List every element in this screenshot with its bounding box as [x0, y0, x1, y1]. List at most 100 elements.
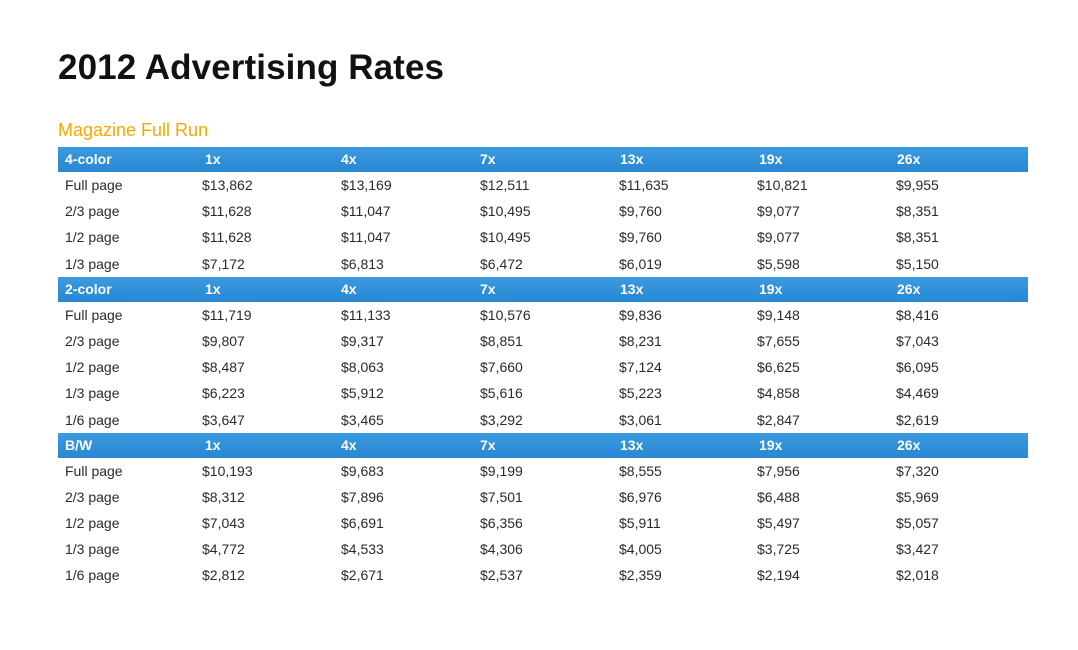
rate-cell: $7,320: [896, 462, 939, 479]
ad-size-label: Full page: [65, 177, 123, 193]
rate-cell: $7,172: [202, 255, 245, 272]
frequency-header: 26x: [897, 151, 921, 167]
rate-cell: $6,691: [341, 515, 384, 532]
rate-cell: $8,312: [202, 488, 245, 505]
rate-cell: $11,628: [202, 229, 252, 246]
rate-cell: $9,317: [341, 332, 384, 349]
ad-size-label: 1/3 page: [65, 385, 120, 402]
color-type-label: B/W: [65, 436, 93, 453]
rate-cell: $2,018: [896, 567, 939, 584]
rate-cell: $8,231: [619, 332, 662, 349]
rate-cell: $2,537: [480, 567, 523, 584]
rate-cell: $11,635: [619, 177, 669, 193]
rate-cell: $2,359: [619, 567, 662, 584]
ad-size-label: 2/3 page: [65, 332, 120, 349]
table-row: 1/2 page $8,487 $8,063 $7,660 $7,124 $6,625 $6…: [58, 354, 1028, 380]
ad-size-label: 1/2 page: [65, 359, 120, 376]
table-row: Full page $11,719 $11,133 $10,576 $9,836 $9,1…: [58, 302, 1028, 328]
rate-cell: $7,043: [896, 332, 939, 349]
color-type-label: 4-color: [65, 151, 112, 167]
rate-cell: $7,501: [480, 488, 523, 505]
rate-cell: $9,683: [341, 462, 384, 479]
frequency-header: 4x: [341, 436, 357, 453]
frequency-header: 4x: [341, 151, 357, 167]
rate-cell: $4,469: [896, 385, 939, 402]
page-title: 2012 Advertising Rates: [58, 48, 445, 87]
rate-cell: $7,896: [341, 488, 384, 505]
rate-cell: $2,619: [896, 411, 939, 428]
ad-size-label: 2/3 page: [65, 203, 120, 220]
table-row: 2/3 page $8,312 $7,896 $7,501 $6,976 $6,488 $5…: [58, 484, 1028, 510]
rate-cell: $10,193: [202, 462, 253, 479]
ad-size-label: 1/6 page: [65, 567, 120, 584]
rate-cell: $3,647: [202, 411, 245, 428]
frequency-header: 19x: [759, 436, 783, 453]
frequency-header: 19x: [759, 280, 783, 297]
rate-cell: $12,511: [480, 177, 530, 193]
rate-cell: $6,356: [480, 515, 523, 532]
table-row: 1/3 page $6,223 $5,912 $5,616 $5,223 $4,858 $4…: [58, 380, 1028, 406]
rate-cell: $11,047: [341, 203, 391, 220]
rate-cell: $8,416: [896, 306, 939, 323]
frequency-header: 1x: [205, 151, 221, 167]
rate-cell: $3,427: [896, 541, 939, 558]
rate-cell: $6,472: [480, 255, 523, 272]
rate-cell: $4,005: [619, 541, 662, 558]
ad-size-label: 1/2 page: [65, 229, 120, 246]
table-row: 1/2 page $11,628 $11,047 $10,495 $9,760 $9,07…: [58, 224, 1028, 250]
rate-cell: $13,169: [341, 177, 392, 193]
rate-cell: $4,858: [757, 385, 800, 402]
rate-cell: $7,043: [202, 515, 245, 532]
rate-cell: $3,292: [480, 411, 523, 428]
frequency-header: 4x: [341, 280, 357, 297]
ad-size-label: 1/3 page: [65, 255, 120, 272]
rate-cell: $7,124: [619, 359, 662, 376]
frequency-header: 26x: [897, 436, 921, 453]
rate-cell: $5,497: [757, 515, 800, 532]
rate-cell: $6,095: [896, 359, 939, 376]
rate-cell: $5,150: [896, 255, 939, 272]
rate-cell: $11,133: [341, 306, 391, 323]
ad-size-label: 1/3 page: [65, 541, 120, 558]
frequency-header: 19x: [759, 151, 783, 167]
rate-cell: $5,911: [619, 515, 661, 532]
table-row: 1/3 page $4,772 $4,533 $4,306 $4,005 $3,725 $3…: [58, 536, 1028, 562]
rate-cell: $11,628: [202, 203, 252, 220]
table-row: Full page $10,193 $9,683 $9,199 $8,555 $7,956…: [58, 458, 1028, 484]
rate-cell: $6,625: [757, 359, 800, 376]
rate-cell: $4,772: [202, 541, 245, 558]
rate-cell: $9,077: [757, 203, 800, 220]
rate-cell: $6,813: [341, 255, 384, 272]
rate-cell: $6,223: [202, 385, 245, 402]
rate-cell: $11,719: [202, 306, 252, 323]
table-row: 2/3 page $11,628 $11,047 $10,495 $9,760 $9,07…: [58, 198, 1028, 224]
frequency-header: 26x: [897, 280, 921, 297]
rate-cell: $3,725: [757, 541, 800, 558]
rate-cell: $7,660: [480, 359, 523, 376]
rate-cell: $8,351: [896, 229, 939, 246]
rate-table: 4-color 1x 4x 7x 13x 19x 26x Full page $13,862 $1…: [58, 147, 1028, 589]
rate-cell: $3,061: [619, 411, 662, 428]
header-row: 2-color 1x 4x 7x 13x 19x 26x: [58, 276, 1028, 302]
rate-cell: $2,812: [202, 567, 245, 584]
rate-cell: $9,199: [480, 462, 523, 479]
rate-cell: $4,306: [480, 541, 523, 558]
rate-cell: $4,533: [341, 541, 384, 558]
frequency-header: 1x: [205, 436, 221, 453]
ad-size-label: 1/6 page: [65, 411, 120, 428]
header-row: B/W 1x 4x 7x 13x 19x 26x: [58, 432, 1028, 458]
rate-cell: $9,148: [757, 306, 800, 323]
rate-cell: $6,019: [619, 255, 662, 272]
frequency-header: 1x: [205, 280, 221, 297]
rate-cell: $5,223: [619, 385, 662, 402]
rate-cell: $5,057: [896, 515, 939, 532]
rate-cell: $9,760: [619, 203, 662, 220]
rate-cell: $5,598: [757, 255, 800, 272]
rate-cell: $7,956: [757, 462, 800, 479]
frequency-header: 7x: [480, 280, 496, 297]
ad-size-label: 2/3 page: [65, 488, 120, 505]
rate-cell: $5,616: [480, 385, 523, 402]
rate-cell: $3,465: [341, 411, 384, 428]
rate-cell: $8,063: [341, 359, 384, 376]
frequency-header: 13x: [620, 151, 644, 167]
